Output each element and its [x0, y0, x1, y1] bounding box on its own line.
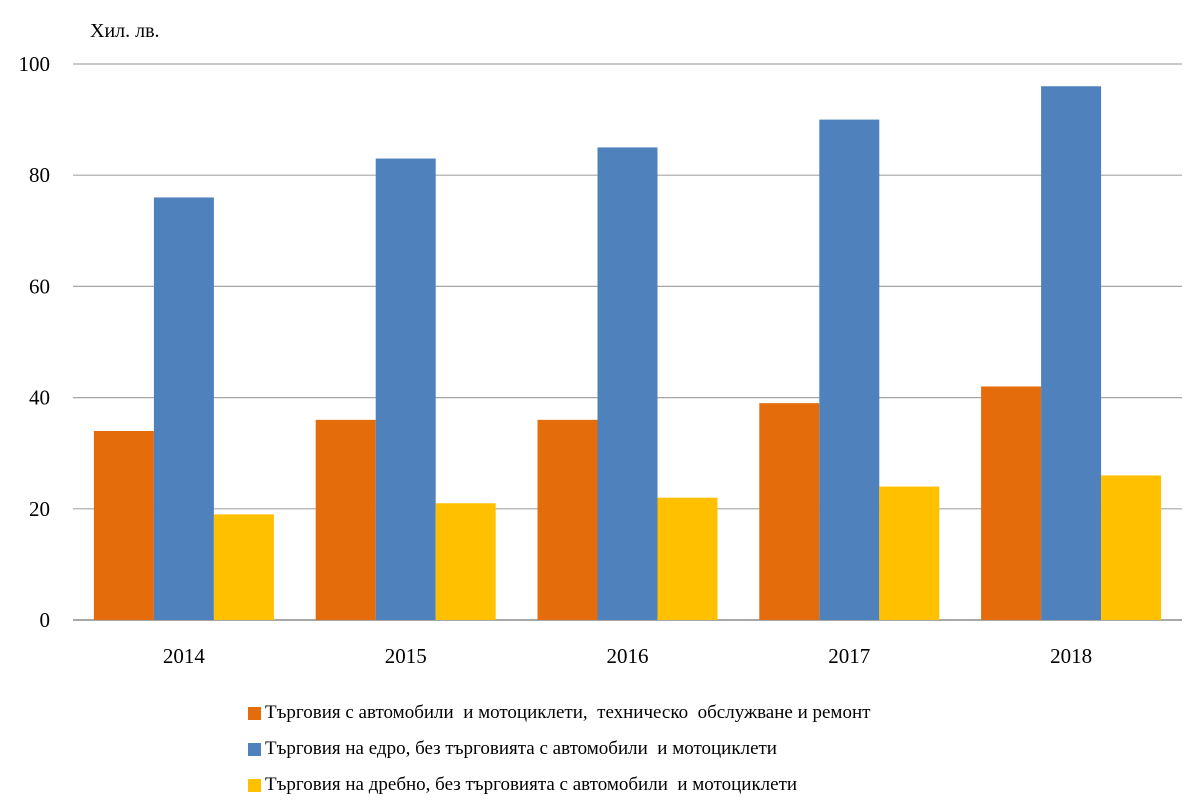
- y-tick-label: 60: [29, 274, 50, 298]
- bar: [1041, 86, 1102, 621]
- bar: [819, 119, 880, 620]
- bar: [93, 430, 154, 620]
- legend: Търговия с автомобили и мотоциклети, тех…: [248, 695, 870, 803]
- y-axis-unit-label: Хил. лв.: [90, 20, 160, 42]
- y-tick-label: 20: [29, 497, 50, 521]
- y-axis-ticks: 0 20 40 60 80 100: [19, 52, 51, 632]
- x-tick-label: 2014: [163, 644, 206, 668]
- bar: [315, 419, 376, 620]
- x-tick-label: 2017: [828, 644, 870, 668]
- bar: [435, 503, 496, 620]
- bar: [597, 147, 658, 620]
- bar: [879, 486, 940, 620]
- x-tick-label: 2015: [385, 644, 427, 668]
- y-tick-label: 80: [29, 163, 50, 187]
- y-tick-label: 0: [40, 608, 51, 632]
- legend-item-retail: Търговия на дребно, без търговията с авт…: [248, 767, 870, 803]
- bar: [657, 497, 718, 620]
- legend-label-retail: Търговия на дребно, без търговията с авт…: [265, 774, 798, 795]
- legend-swatch-car-trade: [248, 706, 261, 720]
- legend-label-wholesale: Търговия на едро, без търговията с автом…: [265, 738, 777, 759]
- bar: [981, 386, 1042, 620]
- bar: [537, 419, 598, 620]
- bar: [213, 514, 274, 620]
- x-axis-ticks: 2014 2015 2016 2017 2018: [163, 644, 1092, 668]
- legend-item-car-trade: Търговия с автомобили и мотоциклети, тех…: [248, 695, 870, 731]
- legend-label-car-trade: Търговия с автомобили и мотоциклети, тех…: [265, 702, 871, 723]
- bars: [93, 86, 1162, 621]
- bar: [759, 403, 820, 620]
- y-tick-label: 40: [29, 386, 50, 410]
- x-tick-label: 2018: [1050, 644, 1092, 668]
- legend-swatch-retail: [248, 778, 261, 792]
- bar: [1101, 475, 1162, 620]
- legend-item-wholesale: Търговия на едро, без търговията с автом…: [248, 731, 870, 767]
- bar: [153, 197, 214, 620]
- x-tick-label: 2016: [607, 644, 649, 668]
- legend-swatch-wholesale: [248, 742, 261, 756]
- y-tick-label: 100: [19, 52, 51, 76]
- bar: [375, 158, 436, 620]
